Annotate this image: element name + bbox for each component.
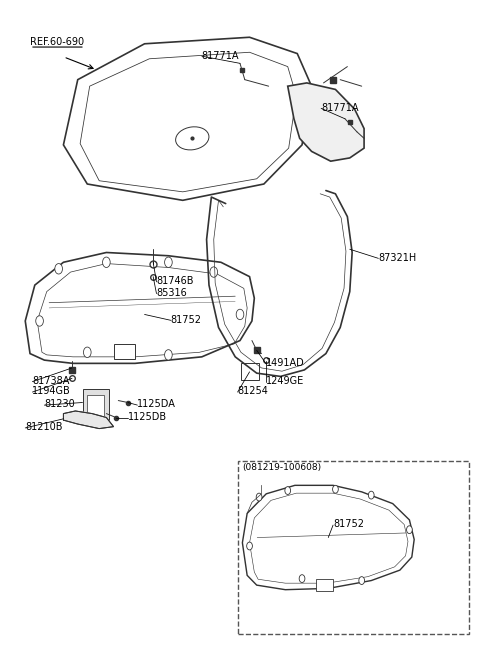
Circle shape — [285, 487, 290, 495]
Circle shape — [247, 542, 252, 550]
Circle shape — [407, 526, 412, 534]
Circle shape — [299, 574, 305, 582]
Text: 81771A: 81771A — [202, 50, 240, 60]
Polygon shape — [63, 411, 114, 428]
Circle shape — [165, 257, 172, 267]
Bar — [114, 345, 135, 359]
Circle shape — [359, 576, 364, 584]
Circle shape — [165, 350, 172, 360]
Ellipse shape — [176, 127, 209, 150]
Text: 81230: 81230 — [44, 400, 75, 409]
Text: 81771A: 81771A — [321, 103, 359, 113]
Circle shape — [55, 263, 62, 274]
PathPatch shape — [288, 83, 364, 161]
PathPatch shape — [63, 37, 312, 200]
Circle shape — [36, 316, 43, 326]
Text: 87321H: 87321H — [378, 253, 417, 263]
Bar — [83, 390, 109, 422]
Circle shape — [236, 309, 244, 320]
Text: (081219-100608): (081219-100608) — [242, 463, 322, 472]
Circle shape — [333, 485, 338, 493]
Text: 1249GE: 1249GE — [266, 376, 304, 386]
Text: 81254: 81254 — [238, 386, 268, 396]
Bar — [238, 461, 469, 634]
Text: 1125DB: 1125DB — [128, 412, 167, 422]
Text: 81738A: 81738A — [33, 376, 70, 386]
Circle shape — [368, 491, 374, 499]
Bar — [87, 395, 104, 415]
Circle shape — [84, 347, 91, 358]
Text: 85316: 85316 — [156, 288, 187, 298]
Text: 1491AD: 1491AD — [266, 358, 305, 368]
Text: 81210B: 81210B — [25, 422, 63, 432]
PathPatch shape — [242, 485, 414, 590]
Text: 81746B: 81746B — [156, 276, 194, 286]
Bar — [241, 364, 259, 380]
Circle shape — [210, 267, 217, 277]
Text: REF.60-690: REF.60-690 — [30, 37, 84, 47]
Bar — [316, 579, 333, 591]
Text: 81752: 81752 — [171, 314, 202, 325]
Text: 1125DA: 1125DA — [137, 400, 176, 409]
Text: 1194GB: 1194GB — [33, 386, 71, 396]
PathPatch shape — [25, 252, 254, 364]
Circle shape — [103, 257, 110, 267]
Circle shape — [256, 493, 262, 501]
Text: 81752: 81752 — [333, 519, 364, 529]
